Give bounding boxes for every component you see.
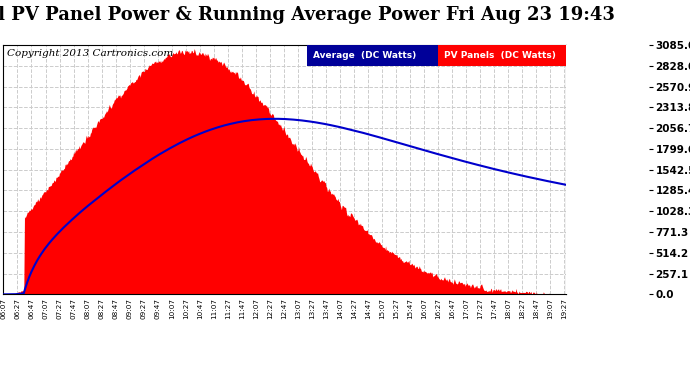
Text: 15:07: 15:07 bbox=[379, 298, 385, 319]
Text: 09:47: 09:47 bbox=[155, 298, 161, 319]
Text: 15:27: 15:27 bbox=[393, 298, 399, 319]
Text: PV Panels  (DC Watts): PV Panels (DC Watts) bbox=[444, 51, 555, 60]
Text: 07:07: 07:07 bbox=[43, 298, 48, 319]
Text: 17:27: 17:27 bbox=[477, 298, 483, 319]
Text: 13:27: 13:27 bbox=[309, 298, 315, 319]
Text: 16:07: 16:07 bbox=[421, 298, 427, 319]
Text: 06:47: 06:47 bbox=[28, 298, 34, 319]
Text: 18:07: 18:07 bbox=[505, 298, 511, 319]
Text: 14:47: 14:47 bbox=[365, 298, 371, 319]
Text: Copyright 2013 Cartronics.com: Copyright 2013 Cartronics.com bbox=[7, 49, 173, 58]
Text: 12:07: 12:07 bbox=[253, 298, 259, 319]
Text: 10:47: 10:47 bbox=[197, 298, 203, 319]
Text: 10:27: 10:27 bbox=[183, 298, 189, 319]
Text: 15:47: 15:47 bbox=[407, 298, 413, 319]
Text: 18:27: 18:27 bbox=[520, 298, 525, 319]
Text: 12:27: 12:27 bbox=[267, 298, 273, 319]
Text: 13:07: 13:07 bbox=[295, 298, 301, 319]
Text: 16:27: 16:27 bbox=[435, 298, 441, 319]
Text: 19:07: 19:07 bbox=[547, 298, 553, 319]
Text: 08:07: 08:07 bbox=[85, 298, 90, 319]
Text: 13:47: 13:47 bbox=[323, 298, 329, 319]
Text: 18:47: 18:47 bbox=[533, 298, 540, 319]
Text: 08:47: 08:47 bbox=[112, 298, 119, 319]
Text: Total PV Panel Power & Running Average Power Fri Aug 23 19:43: Total PV Panel Power & Running Average P… bbox=[0, 6, 615, 24]
Text: 10:07: 10:07 bbox=[169, 298, 175, 319]
Text: 11:27: 11:27 bbox=[225, 298, 231, 319]
Text: 16:47: 16:47 bbox=[449, 298, 455, 319]
Text: 06:27: 06:27 bbox=[14, 298, 21, 319]
Text: Average  (DC Watts): Average (DC Watts) bbox=[313, 51, 416, 60]
Text: 14:07: 14:07 bbox=[337, 298, 343, 319]
Text: 06:07: 06:07 bbox=[1, 298, 6, 319]
Text: 12:47: 12:47 bbox=[281, 298, 287, 319]
Text: 07:47: 07:47 bbox=[70, 298, 77, 319]
Text: 11:47: 11:47 bbox=[239, 298, 245, 319]
Text: 17:47: 17:47 bbox=[491, 298, 497, 319]
Text: 11:07: 11:07 bbox=[211, 298, 217, 319]
Text: 14:27: 14:27 bbox=[351, 298, 357, 319]
Text: 07:27: 07:27 bbox=[57, 298, 63, 319]
Text: 17:07: 17:07 bbox=[463, 298, 469, 319]
Text: 19:27: 19:27 bbox=[562, 298, 567, 319]
Text: 09:07: 09:07 bbox=[127, 298, 132, 319]
Text: 08:27: 08:27 bbox=[99, 298, 105, 319]
Text: 09:27: 09:27 bbox=[141, 298, 147, 319]
